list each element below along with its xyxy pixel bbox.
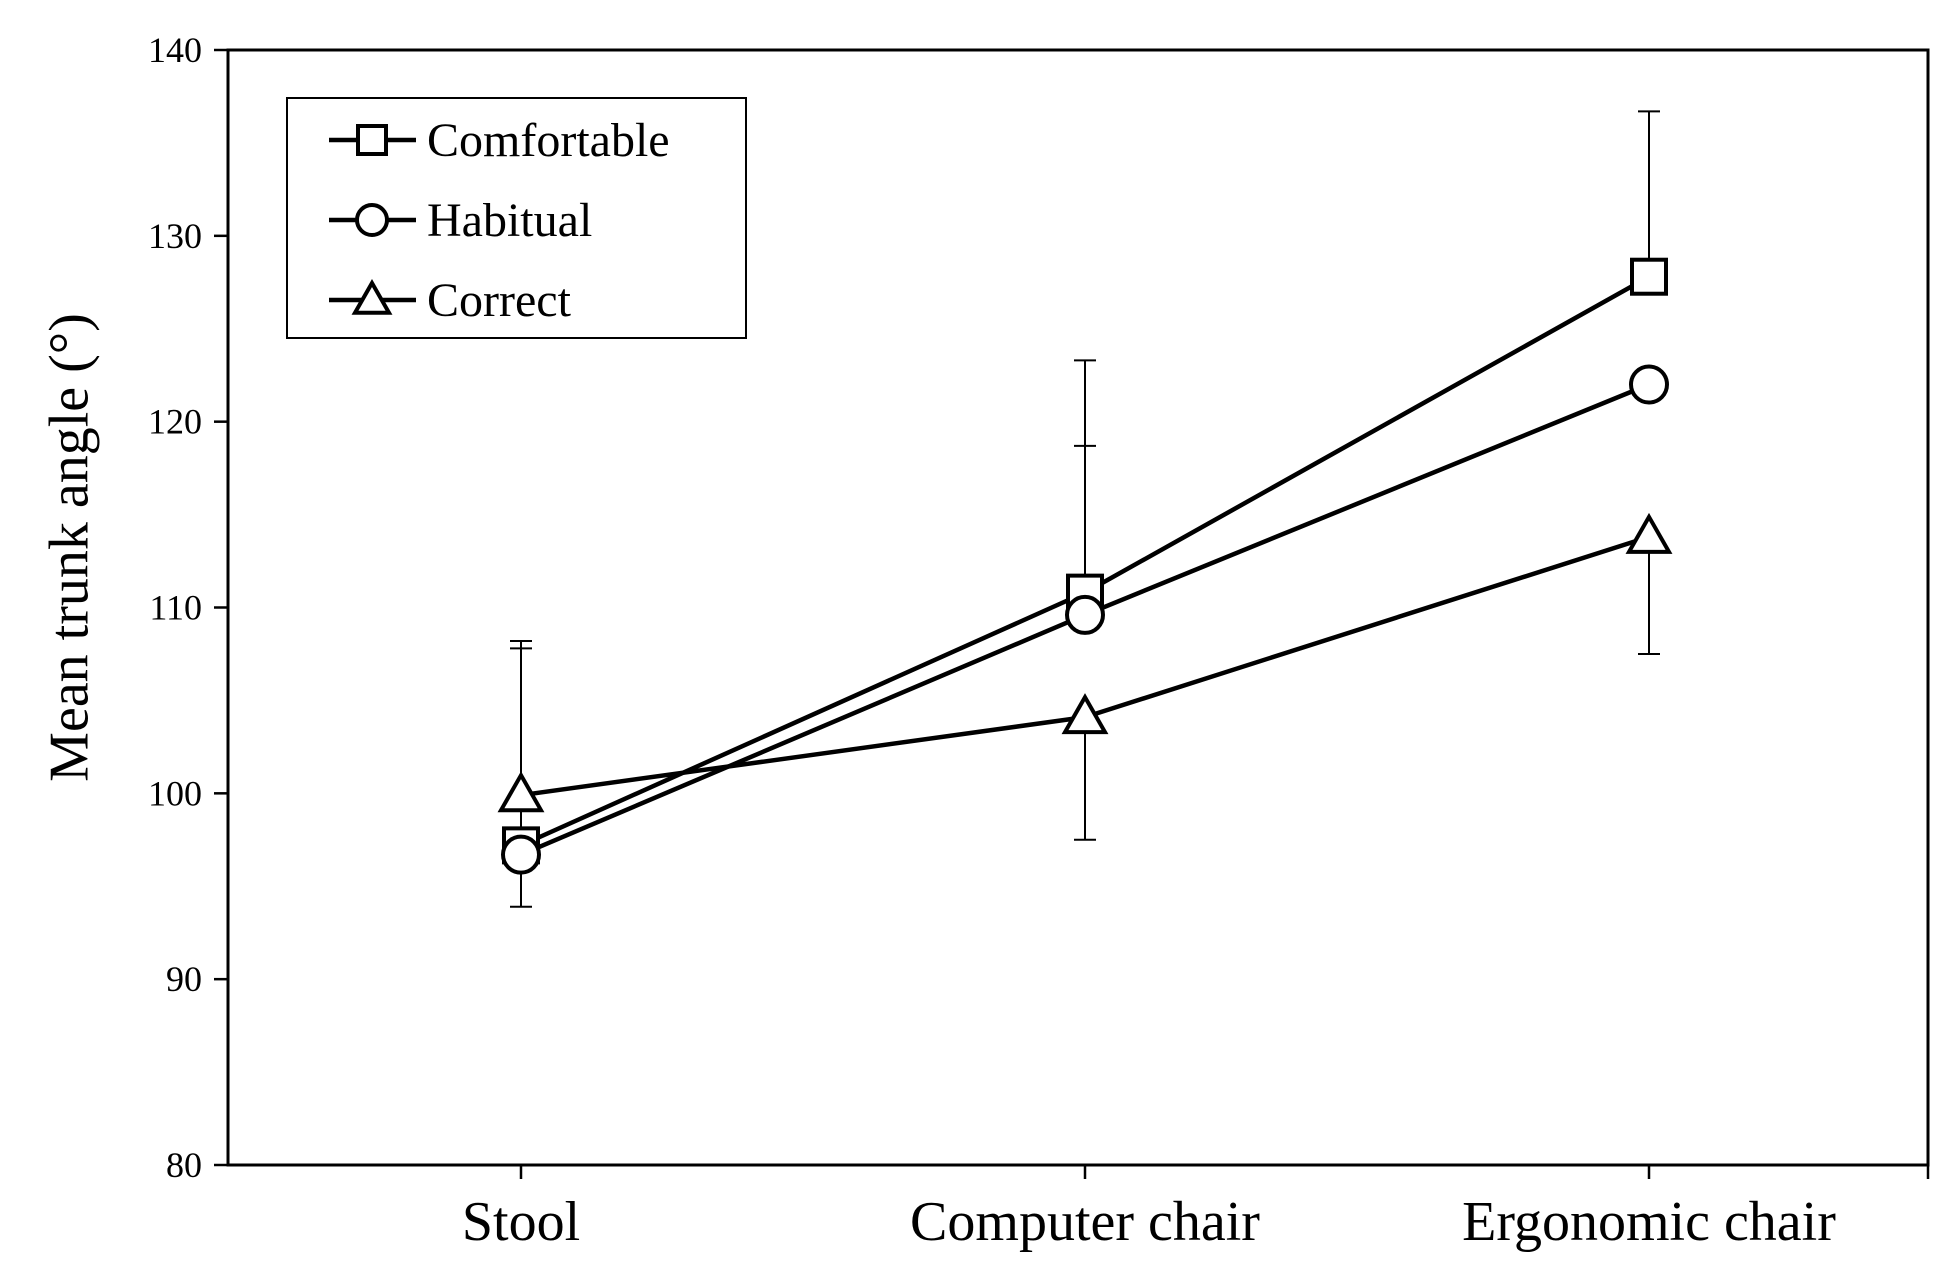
series-markers — [497, 257, 1673, 875]
legend-label-comfortable: Comfortable — [427, 114, 670, 167]
data-point-habitual — [1629, 364, 1669, 405]
y-tick-label: 110 — [149, 588, 202, 628]
y-tick-label: 130 — [148, 216, 202, 256]
data-point-correct — [1625, 512, 1673, 554]
y-axis-label: Mean trunk angle (°) — [39, 313, 101, 782]
legend-marker-correct — [351, 278, 393, 315]
y-tick-label: 90 — [166, 959, 202, 999]
y-tick-label: 100 — [148, 773, 202, 813]
legend-label-correct: Correct — [427, 274, 572, 327]
data-point-habitual — [1065, 594, 1105, 635]
data-point-correct — [497, 771, 545, 813]
y-tick-label: 120 — [148, 402, 202, 442]
data-point-comfortable — [1630, 257, 1668, 296]
data-point-habitual — [501, 834, 541, 875]
x-tick-label: Computer chair — [910, 1191, 1260, 1253]
y-axis-ticks: 80 90 100 110 120 130 140 — [148, 30, 228, 1185]
data-point-correct — [1061, 693, 1109, 735]
x-tick-label: Stool — [462, 1191, 580, 1253]
legend-marker-habitual — [355, 203, 389, 237]
y-tick-label: 140 — [148, 30, 202, 70]
y-tick-label: 80 — [166, 1145, 202, 1185]
legend-label-habitual: Habitual — [427, 194, 592, 247]
legend: Comfortable Habitual Correct — [286, 97, 747, 339]
x-tick-label: Ergonomic chair — [1462, 1191, 1836, 1253]
x-axis-ticks: Stool Computer chair Ergonomic chair — [462, 1165, 1930, 1253]
legend-marker-comfortable — [356, 124, 388, 156]
